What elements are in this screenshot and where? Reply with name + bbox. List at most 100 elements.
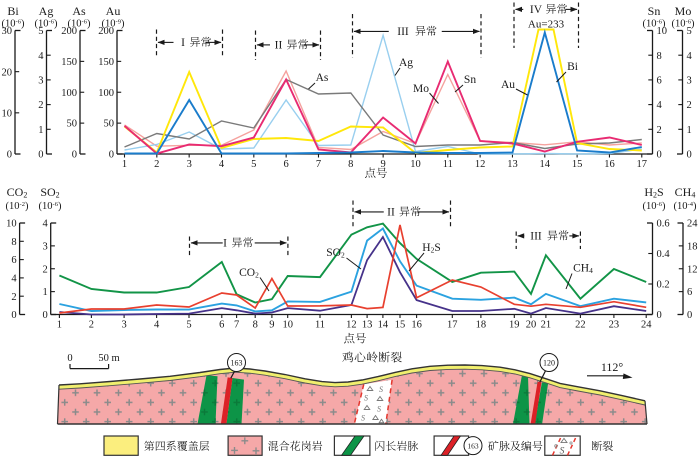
svg-text:S: S [364,394,368,403]
svg-text:21: 21 [541,320,552,331]
svg-text:3: 3 [38,76,43,87]
svg-text:Mo: Mo [413,83,429,95]
svg-text:6: 6 [687,287,692,298]
svg-text:SO2: SO2 [326,247,345,260]
svg-text:163: 163 [467,441,479,450]
svg-text:3: 3 [687,76,692,87]
svg-text:(10-6): (10-6) [68,18,91,29]
svg-text:Ag: Ag [39,4,54,18]
svg-text:2: 2 [89,320,94,331]
svg-text:(10-6): (10-6) [2,18,25,29]
svg-text:15: 15 [395,320,406,331]
svg-text:24: 24 [687,219,698,230]
svg-text:2: 2 [11,292,16,303]
svg-text:(10-6): (10-6) [35,18,58,29]
svg-text:7: 7 [316,159,321,170]
svg-text:3: 3 [121,320,126,331]
svg-text:0: 0 [38,150,43,161]
svg-text:CO2: CO2 [239,267,259,280]
svg-text:Bi: Bi [567,61,578,73]
svg-text:H2S: H2S [644,185,663,200]
svg-text:0: 0 [72,150,77,161]
svg-text:17: 17 [637,159,648,170]
svg-text:CO2: CO2 [7,185,28,200]
svg-text:16: 16 [604,159,615,170]
svg-text:8: 8 [657,51,662,62]
svg-text:50: 50 [67,119,78,130]
svg-text:As: As [72,4,86,18]
svg-text:100: 100 [98,88,114,99]
svg-text:0: 0 [657,150,662,161]
svg-text:18: 18 [687,241,698,252]
svg-text:200: 200 [61,26,77,37]
svg-text:12: 12 [346,320,357,331]
svg-text:9: 9 [380,159,385,170]
svg-text:8: 8 [253,320,258,331]
svg-text:163: 163 [231,358,243,367]
svg-text:30: 30 [2,26,13,37]
svg-text:0: 0 [687,150,692,161]
svg-text:0.2: 0.2 [657,280,670,291]
svg-text:50: 50 [104,119,115,130]
svg-text:24: 24 [641,320,652,331]
svg-text:13: 13 [507,159,518,170]
svg-text:9: 9 [269,320,274,331]
svg-text:15: 15 [572,159,583,170]
svg-text:120: 120 [543,358,555,367]
svg-text:7: 7 [234,320,239,331]
svg-text:5: 5 [251,159,256,170]
svg-text:23: 23 [609,320,620,331]
svg-text:3: 3 [42,241,47,252]
svg-text:4: 4 [38,51,44,62]
svg-text:11: 11 [443,159,453,170]
svg-text:4: 4 [42,219,48,230]
svg-text:S: S [560,447,565,457]
svg-text:II: II [275,40,283,52]
svg-text:19: 19 [509,320,520,331]
svg-text:4: 4 [657,100,663,111]
svg-text:4: 4 [154,320,160,331]
svg-text:III: III [397,26,409,38]
svg-text:11: 11 [315,320,325,331]
svg-text:100: 100 [61,88,77,99]
svg-text:8: 8 [348,159,353,170]
svg-text:0: 0 [42,310,47,321]
svg-text:4: 4 [687,51,693,62]
svg-text:6: 6 [11,255,16,266]
svg-text:12: 12 [687,264,698,275]
svg-text:0: 0 [687,310,692,321]
svg-text:0.4: 0.4 [657,249,671,260]
svg-text:Au: Au [106,4,121,18]
svg-text:8: 8 [11,237,16,248]
svg-text:I: I [223,238,227,250]
svg-text:Mo: Mo [675,4,692,18]
svg-text:10: 10 [410,159,421,170]
svg-text:3: 3 [187,159,192,170]
svg-text:0: 0 [11,310,16,321]
svg-text:(10-6): (10-6) [643,18,666,29]
svg-text:22: 22 [575,320,586,331]
svg-text:112°: 112° [601,360,624,374]
svg-text:Sn: Sn [648,4,661,18]
svg-text:150: 150 [61,57,77,68]
svg-text:12: 12 [475,159,486,170]
svg-text:Au: Au [501,79,515,91]
svg-text:10: 10 [657,26,668,37]
svg-text:0: 0 [657,310,662,321]
svg-text:Ag: Ag [399,57,413,69]
svg-text:(10-6): (10-6) [672,18,695,29]
svg-text:50 m: 50 m [98,353,119,364]
svg-text:5: 5 [687,26,692,37]
svg-text:H2S: H2S [422,242,440,255]
svg-text:0: 0 [7,150,12,161]
svg-text:14: 14 [540,159,551,170]
svg-text:As: As [316,72,329,84]
svg-text:2: 2 [38,100,43,111]
svg-text:0: 0 [109,150,114,161]
svg-text:(10-6): (10-6) [643,201,666,212]
svg-text:4: 4 [11,274,17,285]
svg-text:0: 0 [67,353,72,364]
svg-text:14: 14 [378,320,389,331]
svg-text:III: III [530,231,542,243]
svg-text:5: 5 [38,26,43,37]
